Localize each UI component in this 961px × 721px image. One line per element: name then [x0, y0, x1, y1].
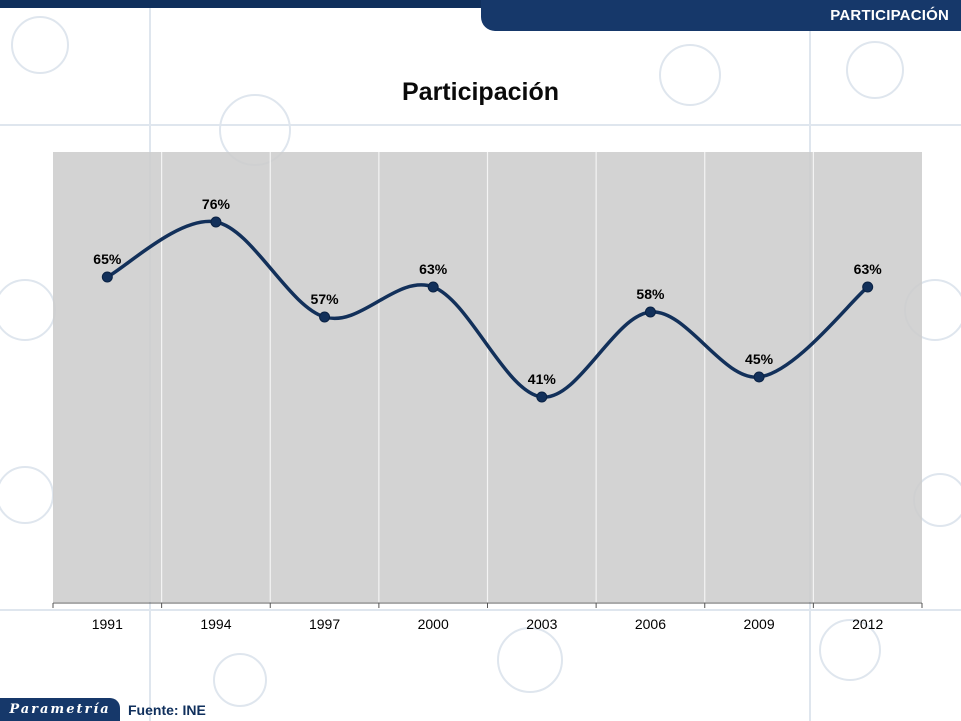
section-label: PARTICIPACIÓN	[830, 7, 949, 24]
data-point	[753, 371, 765, 383]
x-tick-label: 2012	[852, 616, 883, 632]
data-label: 63%	[419, 261, 448, 277]
x-tick-label: 1997	[309, 616, 340, 632]
data-point	[536, 391, 548, 403]
parametria-logo: Parametría	[0, 698, 120, 721]
data-point	[101, 271, 113, 283]
logo-text: Parametría	[9, 702, 111, 717]
series-line	[105, 219, 870, 399]
data-point	[862, 281, 874, 293]
data-point	[427, 281, 439, 293]
chart-title: Participación	[402, 78, 559, 106]
x-tick-label: 1994	[200, 616, 231, 632]
source-note: Fuente: INE	[128, 702, 206, 718]
x-tick-label: 2000	[418, 616, 449, 632]
data-label: 41%	[528, 371, 557, 387]
data-point	[210, 216, 222, 228]
x-tick-label: 2009	[743, 616, 774, 632]
data-label: 65%	[93, 251, 122, 267]
data-label: 63%	[854, 261, 883, 277]
data-label: 57%	[311, 291, 340, 307]
data-label: 58%	[636, 286, 665, 302]
section-tab: PARTICIPACIÓN	[481, 0, 961, 31]
data-label: 76%	[202, 196, 231, 212]
x-tick-label: 2006	[635, 616, 666, 632]
x-tick-label: 1991	[92, 616, 123, 632]
top-bar	[0, 0, 961, 8]
x-tick-label: 2003	[526, 616, 557, 632]
data-point	[644, 306, 656, 318]
data-label: 45%	[745, 351, 774, 367]
data-point	[319, 311, 331, 323]
